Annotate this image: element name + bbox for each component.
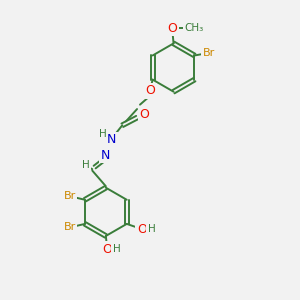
Text: O: O bbox=[139, 108, 149, 121]
Text: Br: Br bbox=[64, 191, 76, 201]
Text: O: O bbox=[146, 84, 155, 97]
Text: H: H bbox=[148, 224, 156, 234]
Text: H: H bbox=[82, 160, 90, 170]
Text: Br: Br bbox=[202, 48, 215, 58]
Text: Br: Br bbox=[64, 222, 76, 233]
Text: H: H bbox=[99, 129, 106, 139]
Text: O: O bbox=[102, 243, 112, 256]
Text: N: N bbox=[101, 149, 110, 162]
Text: O: O bbox=[137, 223, 147, 236]
Text: CH₃: CH₃ bbox=[185, 23, 204, 33]
Text: O: O bbox=[167, 22, 177, 34]
Text: N: N bbox=[107, 134, 116, 146]
Text: H: H bbox=[113, 244, 121, 254]
